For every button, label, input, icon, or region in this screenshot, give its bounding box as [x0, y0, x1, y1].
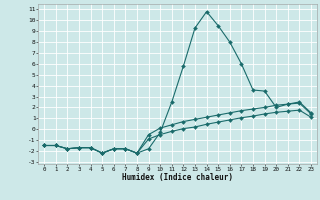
X-axis label: Humidex (Indice chaleur): Humidex (Indice chaleur)	[122, 173, 233, 182]
